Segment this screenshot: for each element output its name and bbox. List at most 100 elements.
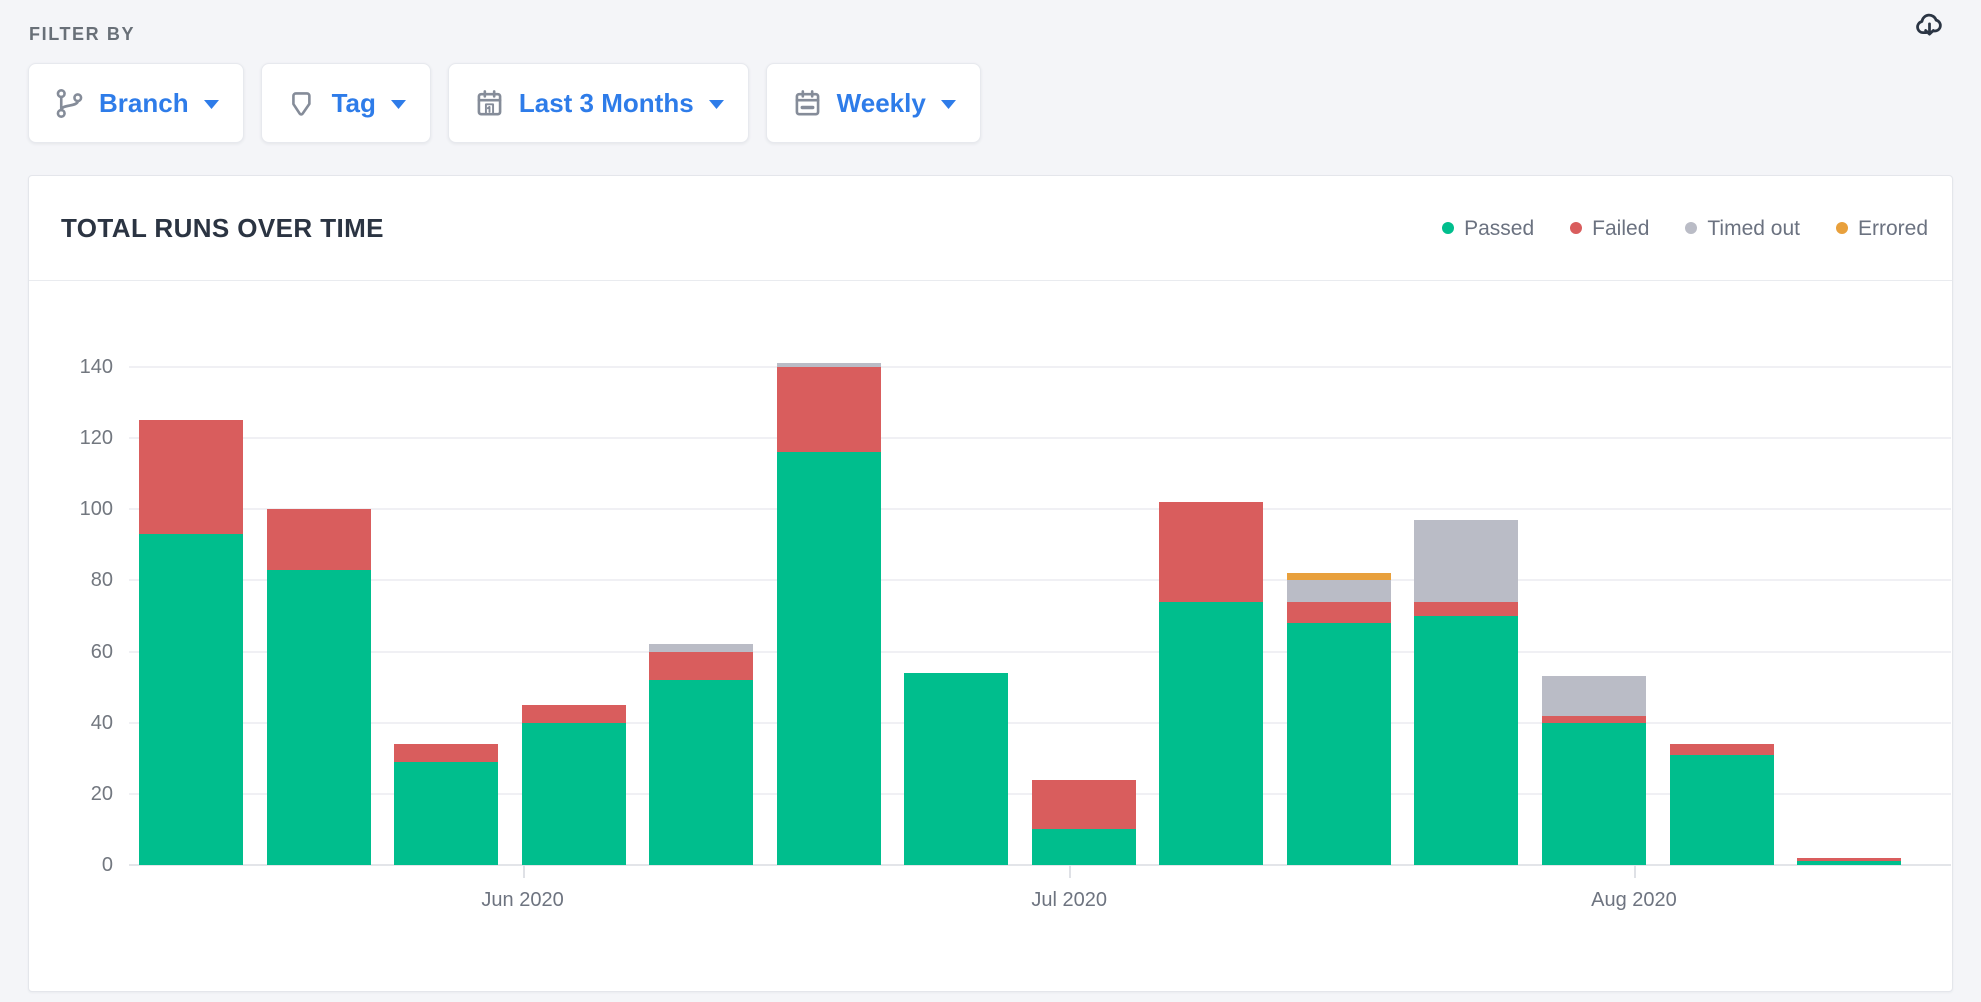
failed-segment bbox=[1159, 502, 1264, 602]
y-axis-label: 60 bbox=[90, 640, 113, 663]
x-axis-tick bbox=[522, 865, 525, 878]
y-axis-label: 120 bbox=[79, 427, 113, 450]
x-axis-label: Jul 2020 bbox=[1031, 889, 1107, 911]
failed-segment bbox=[1669, 744, 1774, 755]
y-axis-label: 20 bbox=[90, 782, 113, 805]
legend-dot bbox=[1835, 222, 1848, 234]
failed-segment bbox=[1286, 601, 1391, 624]
filter-by-label: FILTER BY bbox=[29, 24, 136, 44]
bar-week-6[interactable] bbox=[776, 363, 881, 865]
legend-dot bbox=[1570, 222, 1583, 234]
timed-out-segment bbox=[1414, 519, 1519, 602]
bar-week-3[interactable] bbox=[394, 744, 499, 865]
failed-segment bbox=[139, 420, 244, 535]
timed-out-segment bbox=[1541, 676, 1646, 716]
passed-segment bbox=[904, 672, 1009, 865]
legend-label: Passed bbox=[1464, 216, 1535, 240]
bar-week-4[interactable] bbox=[521, 704, 626, 865]
passed-segment bbox=[394, 761, 499, 865]
errored-segment bbox=[1286, 573, 1391, 581]
legend-dot bbox=[1442, 222, 1455, 234]
gridline bbox=[129, 437, 1951, 440]
filter-button-branch[interactable]: Branch bbox=[28, 63, 244, 143]
gridline bbox=[129, 366, 1951, 369]
filter-button-label: Tag bbox=[331, 88, 376, 118]
filter-button-label: Weekly bbox=[836, 88, 926, 118]
bar-week-9[interactable] bbox=[1159, 502, 1264, 865]
bar-week-1[interactable] bbox=[139, 420, 244, 865]
legend-item-failed[interactable]: Failed bbox=[1570, 218, 1649, 239]
git-branch-icon bbox=[53, 87, 86, 120]
legend-label: Timed out bbox=[1707, 216, 1800, 240]
bar-week-14[interactable] bbox=[1797, 857, 1902, 865]
bar-week-5[interactable] bbox=[649, 644, 754, 865]
y-axis-label: 0 bbox=[101, 854, 113, 876]
y-axis-label: 80 bbox=[90, 569, 113, 592]
bar-week-11[interactable] bbox=[1414, 519, 1519, 865]
gridline bbox=[129, 650, 1951, 653]
passed-segment bbox=[649, 680, 754, 865]
failed-segment bbox=[776, 367, 881, 453]
bar-week-12[interactable] bbox=[1541, 676, 1646, 865]
calendar-week-icon bbox=[791, 87, 824, 120]
x-axis-line bbox=[129, 864, 1951, 866]
caret-down-icon bbox=[390, 100, 406, 109]
calendar-date-icon bbox=[473, 87, 506, 120]
failed-segment bbox=[521, 704, 626, 723]
caret-down-icon bbox=[708, 100, 724, 109]
passed-segment bbox=[1669, 754, 1774, 865]
failed-segment bbox=[266, 509, 371, 570]
filter-button-tag[interactable]: Tag bbox=[260, 63, 431, 143]
timed-out-segment bbox=[1286, 580, 1391, 602]
filter-button-interval[interactable]: Weekly bbox=[765, 63, 981, 143]
y-axis-label: 140 bbox=[79, 356, 113, 379]
bar-week-7[interactable] bbox=[904, 672, 1009, 865]
filter-button-label: Branch bbox=[99, 88, 189, 118]
download-button[interactable] bbox=[1910, 8, 1948, 46]
filter-buttons: Branch Tag Last 3 Months Weekly bbox=[28, 63, 981, 143]
chart-legend: Passed Failed Timed out Errored bbox=[1442, 218, 1928, 239]
bar-week-8[interactable] bbox=[1031, 779, 1136, 865]
legend-item-errored[interactable]: Errored bbox=[1835, 216, 1928, 240]
failed-segment bbox=[649, 651, 754, 681]
timed-out-segment bbox=[776, 363, 881, 368]
y-axis-label: 100 bbox=[79, 498, 113, 521]
x-axis-label: Aug 2020 bbox=[1591, 889, 1677, 911]
card-title: TOTAL RUNS OVER TIME bbox=[61, 212, 384, 243]
total-runs-chart: 0 20 40 60 80 100 120 140 Jun 2020 Jul 2020 Aug 20… bbox=[29, 281, 1952, 991]
caret-down-icon bbox=[203, 100, 219, 109]
failed-segment bbox=[1414, 601, 1519, 616]
passed-segment bbox=[776, 452, 881, 865]
passed-segment bbox=[1414, 616, 1519, 865]
plot-area: 0 20 40 60 80 100 120 140 Jun 2020 Jul 2020 Aug 20… bbox=[80, 341, 1951, 911]
x-axis-tick bbox=[1069, 865, 1072, 878]
caret-down-icon bbox=[940, 100, 956, 109]
failed-segment bbox=[394, 744, 499, 762]
gridline bbox=[129, 579, 1951, 582]
x-axis-tick bbox=[1633, 865, 1636, 878]
total-runs-card: TOTAL RUNS OVER TIME Passed Failed Timed o… bbox=[28, 175, 1953, 992]
failed-segment bbox=[1797, 857, 1902, 862]
passed-segment bbox=[1031, 829, 1136, 865]
legend-label: Errored bbox=[1857, 216, 1928, 240]
y-axis-label: 40 bbox=[90, 711, 113, 734]
gridline bbox=[129, 721, 1951, 724]
passed-segment bbox=[139, 534, 244, 865]
failed-segment bbox=[1541, 715, 1646, 723]
passed-segment bbox=[266, 569, 371, 865]
filter-button-date-range[interactable]: Last 3 Months bbox=[447, 63, 749, 143]
passed-segment bbox=[1286, 623, 1391, 865]
timed-out-segment bbox=[649, 644, 754, 652]
legend-item-timed-out[interactable]: Timed out bbox=[1685, 218, 1800, 239]
legend-item-passed[interactable]: Passed bbox=[1442, 218, 1534, 239]
bar-week-2[interactable] bbox=[266, 509, 371, 865]
failed-segment bbox=[1031, 779, 1136, 830]
bar-week-10[interactable] bbox=[1286, 573, 1391, 865]
gridline bbox=[129, 508, 1951, 511]
legend-dot bbox=[1685, 222, 1698, 234]
filter-button-label: Last 3 Months bbox=[518, 88, 694, 118]
bar-week-13[interactable] bbox=[1669, 744, 1774, 865]
passed-segment bbox=[1159, 601, 1264, 865]
passed-segment bbox=[1797, 861, 1902, 865]
cloud-download-icon bbox=[1913, 9, 1946, 45]
